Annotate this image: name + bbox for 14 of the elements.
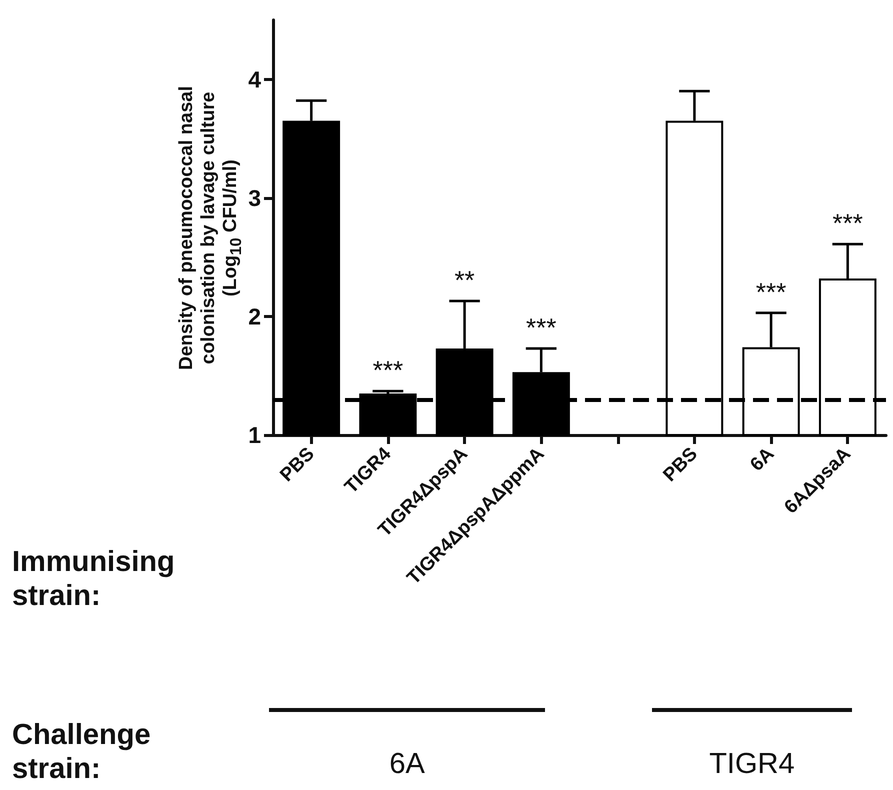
- y-tick-label: 2: [248, 303, 261, 330]
- annotation: ***: [756, 276, 786, 307]
- text: Immunising strain:: [12, 545, 176, 613]
- text: 6A: [389, 748, 425, 781]
- text: Challenge strain:: [12, 718, 152, 786]
- x-tick-label: 6A: [746, 443, 779, 476]
- annotation: ***: [526, 312, 556, 342]
- y-tick-label: 3: [248, 184, 261, 211]
- annotation: ***: [372, 355, 404, 386]
- text: TIGR4: [709, 748, 795, 781]
- y-tick-label: 1: [248, 422, 262, 448]
- y-tick-label: 4: [248, 66, 262, 92]
- annotation: ***: [832, 208, 863, 238]
- annotation: **: [454, 265, 475, 296]
